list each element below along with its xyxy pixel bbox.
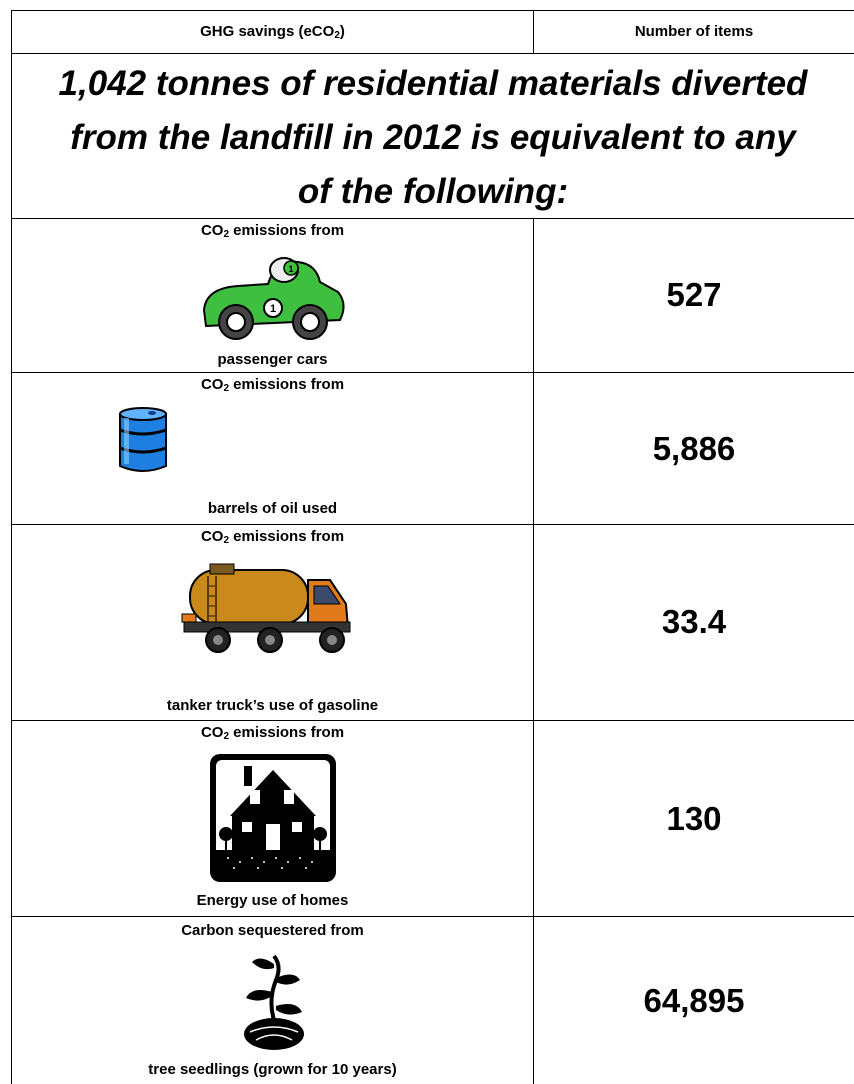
row-value: 130	[666, 800, 722, 837]
house-icon	[210, 754, 336, 882]
row-value: 527	[666, 276, 722, 313]
tanker-truck-icon	[181, 563, 351, 653]
row-label-top: CO2 emissions from	[200, 724, 345, 742]
row-label-top: Carbon sequestered from	[181, 922, 364, 939]
row-value: 64,895	[643, 982, 745, 1019]
row-label-bottom: barrels of oil used	[207, 500, 338, 517]
row-label-top: CO2 emissions from	[200, 222, 345, 240]
race-car-icon: 1 1	[202, 257, 345, 340]
seedling-icon	[244, 954, 304, 1050]
header-number-of-items: Number of items	[634, 23, 754, 40]
row-label-bottom: tree seedlings (grown for 10 years)	[148, 1061, 397, 1078]
summary-title: 1,042 tonnes of residential materials di…	[58, 64, 808, 211]
svg-text:1: 1	[288, 264, 293, 274]
row-label-top: CO2 emissions from	[200, 528, 345, 546]
row-label-bottom: Energy use of homes	[196, 892, 349, 909]
row-value: 5,886	[652, 430, 736, 467]
row-value: 33.4	[661, 603, 727, 640]
row-label-bottom: passenger cars	[217, 351, 328, 368]
row-label-bottom: tanker truck’s use of gasoline	[166, 697, 379, 714]
svg-text:1: 1	[270, 303, 276, 315]
header-ghg-savings: GHG savings (eCO2)	[200, 23, 345, 41]
row-label-top: CO2 emissions from	[200, 376, 345, 394]
oil-barrel-icon	[119, 407, 167, 472]
